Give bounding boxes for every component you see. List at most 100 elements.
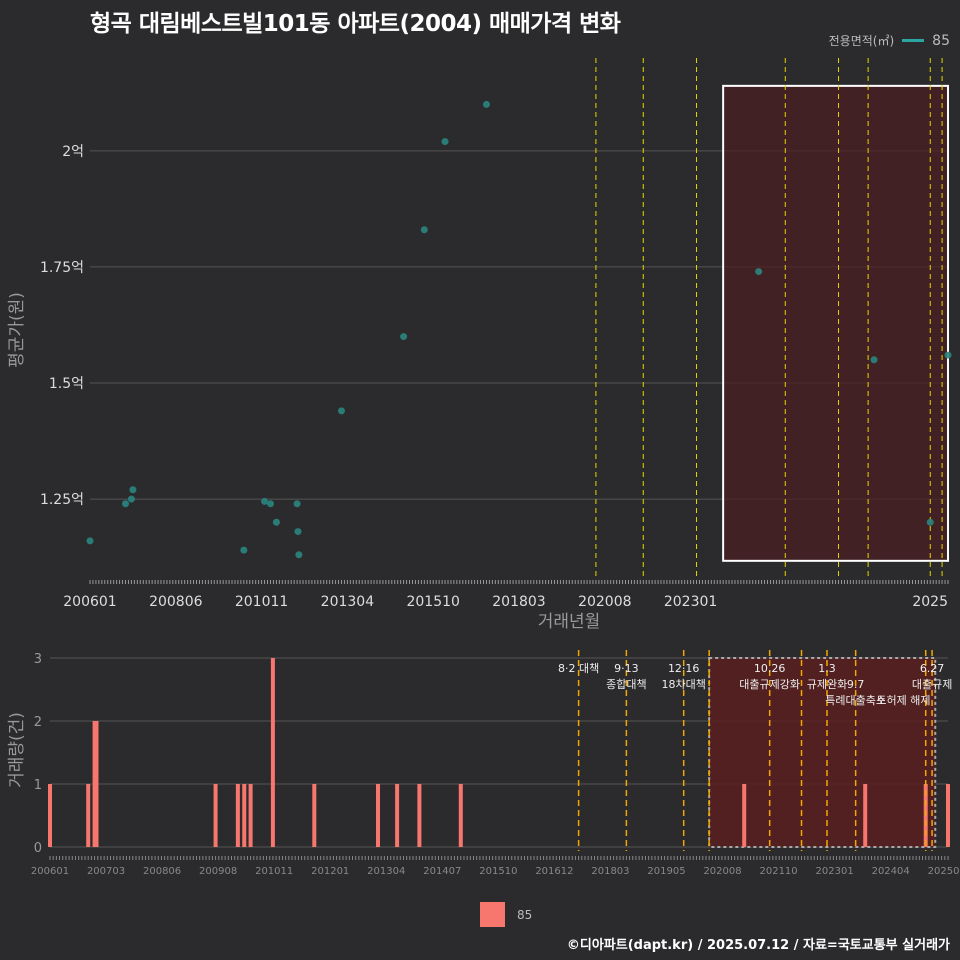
x-tick-label: 200601 xyxy=(63,594,116,610)
data-point xyxy=(266,500,274,508)
volume-bar xyxy=(312,784,317,847)
volume-bar xyxy=(395,784,400,847)
data-point xyxy=(122,500,130,508)
x-tick-label: 202404 xyxy=(872,866,910,877)
x-axis-title: 거래년월 xyxy=(538,612,601,632)
policy-annotation: 6.27 xyxy=(920,662,945,675)
x-tick-label: 201905 xyxy=(647,866,685,877)
y-tick-label: 1.25억 xyxy=(40,492,84,508)
x-tick-label: 201011 xyxy=(235,594,288,610)
policy-annotation: 대출규제강화 xyxy=(739,678,800,691)
data-point xyxy=(400,333,408,341)
data-point xyxy=(240,546,248,554)
highlight-region xyxy=(722,84,950,562)
x-tick-label: 201803 xyxy=(591,866,629,877)
data-point xyxy=(482,100,490,108)
volume-bar xyxy=(213,784,218,847)
y-axis-title: 평균가(원) xyxy=(7,292,27,368)
data-point xyxy=(441,138,449,146)
source-caption: ©디아파트(dapt.kr) / 2025.07.12 / 자료=국토교통부 실… xyxy=(566,938,950,953)
policy-annotation: 1.3 xyxy=(818,662,836,675)
data-point xyxy=(870,356,878,364)
volume-bar xyxy=(375,784,380,847)
policy-annotation: 토허제 해제 xyxy=(876,693,930,707)
chart-title: 형곡 대림베스트빌101동 아파트(2004) 매매가격 변화 xyxy=(90,11,621,37)
highlight-region xyxy=(708,657,937,848)
legend-line-icon xyxy=(902,39,925,42)
y-tick-label: 2억 xyxy=(62,144,84,160)
x-tick-label: 202008 xyxy=(578,594,631,610)
legend-bar-value: 85 xyxy=(517,907,533,922)
data-point xyxy=(337,407,345,415)
data-point xyxy=(926,518,934,526)
x-tick-label: 201304 xyxy=(367,866,405,877)
data-point xyxy=(272,518,280,526)
x-tick-label: 201201 xyxy=(311,866,349,877)
data-point xyxy=(295,551,303,559)
x-tick-label: 202506 xyxy=(928,866,960,877)
data-point xyxy=(293,500,301,508)
x-tick-label: 201011 xyxy=(255,866,293,877)
x-tick-label: 200806 xyxy=(143,866,181,877)
y-tick-label: 2 xyxy=(34,715,42,730)
data-point xyxy=(129,486,137,494)
policy-annotation: 9·13 xyxy=(614,662,639,675)
x-tick-label: 201510 xyxy=(479,866,517,877)
x-tick-label: 201510 xyxy=(406,594,459,610)
x-tick-label: 2025 xyxy=(912,594,948,610)
x-tick-label: 201407 xyxy=(423,866,461,877)
data-point xyxy=(127,495,135,503)
data-point xyxy=(294,528,302,536)
x-tick-label: 200806 xyxy=(149,594,203,610)
volume-bar xyxy=(742,784,747,847)
policy-annotation: 8·2 대책 xyxy=(558,662,599,675)
x-tick-label: 200703 xyxy=(87,866,125,877)
policy-annotation: 18차대책 xyxy=(662,678,706,691)
policy-annotation: 10.26 xyxy=(754,662,786,675)
volume-bar xyxy=(863,784,868,847)
y-tick-label: 1 xyxy=(34,778,42,793)
x-tick-label: 201304 xyxy=(321,594,375,610)
y-tick-label: 1.5억 xyxy=(49,376,84,392)
volume-bar xyxy=(248,784,253,847)
data-point xyxy=(261,497,269,505)
y-tick-label: 1.75억 xyxy=(40,260,84,276)
policy-annotation: 대출규제 xyxy=(912,678,952,691)
x-tick-label: 201612 xyxy=(535,866,573,877)
volume-bar-chart: 0 1 2 3 8·2 대책 9·13 종합대책 12·16 18차대책 10.26 대출규제강화 1… xyxy=(7,650,960,877)
volume-bar xyxy=(94,721,99,847)
x-tick-label: 200908 xyxy=(199,866,237,877)
x-tick-label: 202301 xyxy=(664,594,717,610)
volume-bar xyxy=(458,784,463,847)
x-tick-label: 200601 xyxy=(31,866,69,877)
data-point xyxy=(86,537,94,545)
volume-bar xyxy=(270,658,275,847)
x-tick-label: 202110 xyxy=(759,866,797,877)
data-point xyxy=(420,226,428,234)
data-point xyxy=(944,351,952,359)
legend-bottom: 85 xyxy=(480,902,532,927)
volume-bar xyxy=(86,784,91,847)
legend-bar-swatch-icon xyxy=(480,902,505,927)
volume-bar xyxy=(242,784,247,847)
legend-value: 85 xyxy=(932,32,950,49)
policy-annotation: 9.7 xyxy=(847,678,865,691)
policy-annotation: 규제완화 xyxy=(807,678,847,691)
y-axis-title: 거래량(건) xyxy=(7,712,27,788)
legend-title: 전용면적(㎡) xyxy=(828,34,895,48)
x-tick-label: 202008 xyxy=(703,866,741,877)
y-tick-label: 3 xyxy=(34,652,42,667)
price-scatter-chart: 1.25억 1.5억 1.75억 2억 200601 200806 201011 201304… xyxy=(7,58,952,632)
volume-bar xyxy=(235,784,240,847)
volume-bar xyxy=(417,784,422,847)
policy-annotation: 종합대책 xyxy=(606,678,646,691)
legend-top: 전용면적(㎡) 85 xyxy=(829,32,950,49)
y-tick-label: 0 xyxy=(34,841,42,856)
policy-annotation: 12·16 xyxy=(668,662,700,675)
x-tick-label: 201803 xyxy=(492,594,545,610)
volume-bar xyxy=(946,784,950,847)
data-point xyxy=(755,268,763,276)
volume-bar xyxy=(48,784,52,847)
policy-annotation: 특례대출축소 xyxy=(825,694,886,707)
